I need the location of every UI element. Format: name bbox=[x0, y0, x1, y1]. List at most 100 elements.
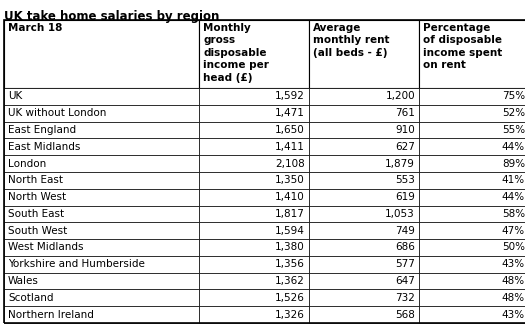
Text: East England: East England bbox=[8, 125, 76, 135]
Bar bbox=[419, 122, 525, 138]
Bar bbox=[419, 189, 525, 205]
Bar bbox=[199, 306, 309, 323]
Text: East Midlands: East Midlands bbox=[8, 142, 80, 152]
Bar bbox=[309, 105, 419, 122]
Text: Percentage
of disposable
income spent
on rent: Percentage of disposable income spent on… bbox=[423, 23, 502, 70]
Text: Northern Ireland: Northern Ireland bbox=[8, 310, 94, 319]
Text: 43%: 43% bbox=[502, 310, 525, 319]
Text: 1,053: 1,053 bbox=[385, 209, 415, 219]
Text: North East: North East bbox=[8, 175, 63, 185]
Text: 1,526: 1,526 bbox=[275, 293, 305, 303]
Bar bbox=[199, 122, 309, 138]
Bar bbox=[199, 88, 309, 105]
Text: 55%: 55% bbox=[502, 125, 525, 135]
Text: 732: 732 bbox=[395, 293, 415, 303]
Bar bbox=[199, 138, 309, 155]
Bar bbox=[4, 222, 199, 239]
Bar bbox=[419, 273, 525, 290]
Text: 48%: 48% bbox=[502, 293, 525, 303]
Bar bbox=[309, 155, 419, 172]
Bar bbox=[309, 172, 419, 189]
Bar bbox=[309, 205, 419, 222]
Text: 1,326: 1,326 bbox=[275, 310, 305, 319]
Text: 50%: 50% bbox=[502, 242, 525, 253]
Bar bbox=[199, 205, 309, 222]
Bar bbox=[199, 20, 309, 88]
Bar bbox=[199, 256, 309, 273]
Bar bbox=[309, 88, 419, 105]
Text: 1,879: 1,879 bbox=[385, 159, 415, 169]
Bar bbox=[4, 138, 199, 155]
Bar bbox=[309, 273, 419, 290]
Bar bbox=[419, 205, 525, 222]
Bar bbox=[4, 122, 199, 138]
Text: 1,200: 1,200 bbox=[385, 91, 415, 101]
Bar bbox=[309, 239, 419, 256]
Text: South West: South West bbox=[8, 226, 67, 236]
Bar bbox=[199, 105, 309, 122]
Text: 686: 686 bbox=[395, 242, 415, 253]
Bar bbox=[199, 189, 309, 205]
Text: 89%: 89% bbox=[502, 159, 525, 169]
Text: 553: 553 bbox=[395, 175, 415, 185]
Text: March 18: March 18 bbox=[8, 23, 62, 33]
Text: 1,350: 1,350 bbox=[275, 175, 305, 185]
Text: 619: 619 bbox=[395, 192, 415, 202]
Text: 1,650: 1,650 bbox=[275, 125, 305, 135]
Bar bbox=[309, 122, 419, 138]
Bar bbox=[309, 256, 419, 273]
Bar bbox=[419, 306, 525, 323]
Bar bbox=[4, 189, 199, 205]
Text: 47%: 47% bbox=[502, 226, 525, 236]
Text: 1,362: 1,362 bbox=[275, 276, 305, 286]
Text: UK take home salaries by region: UK take home salaries by region bbox=[4, 10, 219, 23]
Bar bbox=[4, 239, 199, 256]
Bar bbox=[4, 306, 199, 323]
Bar bbox=[309, 138, 419, 155]
Text: 52%: 52% bbox=[502, 108, 525, 118]
Bar bbox=[199, 273, 309, 290]
Text: 44%: 44% bbox=[502, 142, 525, 152]
Text: 577: 577 bbox=[395, 259, 415, 269]
Bar bbox=[4, 88, 199, 105]
Bar bbox=[4, 105, 199, 122]
Bar bbox=[199, 155, 309, 172]
Bar bbox=[4, 205, 199, 222]
Bar bbox=[419, 105, 525, 122]
Text: 910: 910 bbox=[395, 125, 415, 135]
Text: 75%: 75% bbox=[502, 91, 525, 101]
Text: 647: 647 bbox=[395, 276, 415, 286]
Text: 48%: 48% bbox=[502, 276, 525, 286]
Bar bbox=[419, 172, 525, 189]
Bar bbox=[4, 172, 199, 189]
Bar bbox=[309, 20, 419, 88]
Text: 43%: 43% bbox=[502, 259, 525, 269]
Text: 2,108: 2,108 bbox=[275, 159, 305, 169]
Text: North West: North West bbox=[8, 192, 66, 202]
Bar bbox=[419, 88, 525, 105]
Text: 749: 749 bbox=[395, 226, 415, 236]
Bar bbox=[309, 306, 419, 323]
Bar bbox=[419, 138, 525, 155]
Bar bbox=[4, 20, 199, 88]
Bar bbox=[199, 222, 309, 239]
Bar bbox=[199, 290, 309, 306]
Text: 1,411: 1,411 bbox=[275, 142, 305, 152]
Text: Monthly
gross
disposable
income per
head (£): Monthly gross disposable income per head… bbox=[203, 23, 269, 83]
Text: UK: UK bbox=[8, 91, 22, 101]
Text: 1,380: 1,380 bbox=[275, 242, 305, 253]
Bar bbox=[4, 290, 199, 306]
Text: 1,471: 1,471 bbox=[275, 108, 305, 118]
Text: 58%: 58% bbox=[502, 209, 525, 219]
Text: Scotland: Scotland bbox=[8, 293, 54, 303]
Text: 1,410: 1,410 bbox=[275, 192, 305, 202]
Text: South East: South East bbox=[8, 209, 64, 219]
Bar bbox=[419, 20, 525, 88]
Bar bbox=[199, 172, 309, 189]
Text: Average
monthly rent
(all beds - £): Average monthly rent (all beds - £) bbox=[313, 23, 390, 58]
Bar bbox=[199, 239, 309, 256]
Bar bbox=[419, 239, 525, 256]
Text: 1,817: 1,817 bbox=[275, 209, 305, 219]
Bar bbox=[309, 189, 419, 205]
Bar bbox=[419, 256, 525, 273]
